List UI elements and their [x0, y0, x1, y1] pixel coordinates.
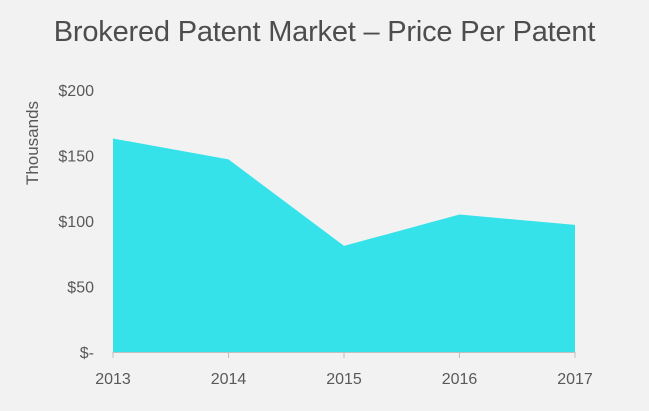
x-tick-label: 2013 [95, 371, 131, 388]
series-area [113, 138, 575, 352]
x-axis [112, 352, 576, 358]
x-tick-label: 2016 [442, 371, 478, 388]
area-layer [113, 138, 575, 352]
x-tick-label: 2014 [211, 371, 247, 388]
x-tick-label: 2015 [326, 371, 362, 388]
x-tick-label: 2017 [557, 371, 593, 388]
chart-title: Brokered Patent Market – Price Per Paten… [53, 16, 596, 48]
y-tick-label: $100 [58, 214, 94, 231]
y-tick-label: $- [80, 345, 94, 362]
y-tick-label: $150 [58, 149, 94, 166]
y-tick-labels: $- $50 $100 $150 $200 [58, 83, 94, 362]
y-tick-label: $200 [58, 83, 94, 100]
x-tick-labels: 2013 2014 2015 2016 2017 [95, 371, 593, 388]
y-tick-label: $50 [67, 280, 94, 297]
y-axis-title: Thousands [23, 101, 42, 185]
